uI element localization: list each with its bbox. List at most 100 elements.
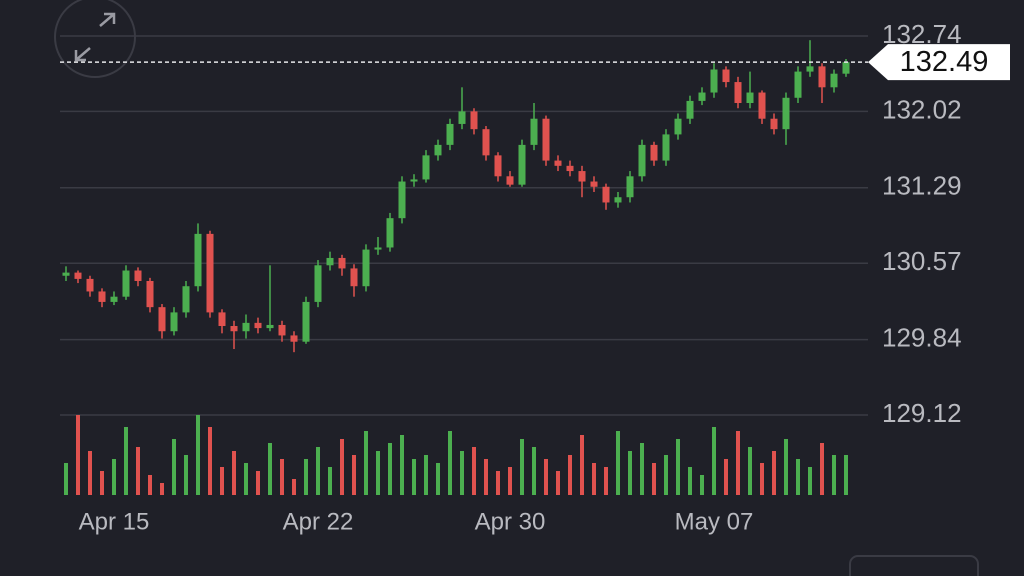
volume-bar — [124, 427, 128, 495]
candle-body — [290, 335, 298, 342]
volume-bar — [700, 475, 704, 495]
volume-bar — [424, 455, 428, 495]
candle-body — [818, 66, 826, 88]
candle-body — [746, 92, 754, 104]
candle-body — [62, 272, 70, 276]
x-tick-label: Apr 30 — [475, 508, 546, 535]
volume-bar — [760, 463, 764, 495]
volume-bar — [556, 471, 560, 495]
volume-bar — [724, 459, 728, 495]
candle-body — [110, 296, 118, 302]
volume-bar — [448, 431, 452, 495]
candle-body — [86, 278, 94, 292]
y-tick-label: 131.29 — [882, 171, 962, 201]
candle-body — [590, 181, 598, 187]
candle-body — [266, 324, 274, 329]
last-price-label: 132.49 — [900, 46, 989, 78]
candle-body — [770, 118, 778, 130]
candle-body — [782, 97, 790, 130]
candle-body — [458, 111, 466, 124]
volume-bar — [532, 447, 536, 495]
candle-body — [698, 92, 706, 101]
volume-bar — [712, 427, 716, 495]
candle-body — [98, 291, 106, 302]
volume-bar — [160, 483, 164, 495]
volume-bar — [172, 439, 176, 495]
volume-bar — [616, 431, 620, 495]
candle-body — [722, 69, 730, 83]
candle-body — [614, 197, 622, 203]
candle-body — [146, 280, 154, 308]
candle-body — [74, 272, 82, 279]
candle-body — [518, 144, 526, 185]
y-tick-label: 129.12 — [882, 398, 962, 428]
volume-bar — [688, 467, 692, 495]
volume-bar — [148, 475, 152, 495]
expand-circle — [54, 0, 136, 78]
volume-bar — [736, 431, 740, 495]
candle-body — [422, 155, 430, 180]
volume-bar — [664, 455, 668, 495]
candle-body — [278, 324, 286, 336]
volume-bar — [808, 467, 812, 495]
candle-body — [170, 312, 178, 332]
candle-body — [674, 118, 682, 135]
volume-bar — [88, 451, 92, 495]
candle-body — [842, 62, 850, 74]
x-tick-label: Apr 22 — [283, 508, 354, 535]
volume-bar — [304, 459, 308, 495]
candle-body — [374, 247, 382, 250]
volume-bar — [640, 443, 644, 495]
candle-body — [662, 134, 670, 161]
volume-bar — [328, 467, 332, 495]
volume-bar — [592, 463, 596, 495]
volume-bar — [412, 459, 416, 495]
candle-body — [710, 69, 718, 93]
candle-body — [134, 270, 142, 281]
candle-body — [626, 176, 634, 198]
volume-bar — [280, 459, 284, 495]
volume-bar — [196, 415, 200, 495]
expand-button[interactable] — [54, 0, 136, 78]
candle-body — [602, 186, 610, 203]
x-tick-label: May 07 — [675, 508, 754, 535]
candle-body — [386, 218, 394, 248]
volume-bar — [340, 439, 344, 495]
volume-bar — [100, 471, 104, 495]
volume-bar — [832, 455, 836, 495]
volume-bar — [544, 459, 548, 495]
volume-bar — [364, 431, 368, 495]
volume-bar — [460, 451, 464, 495]
volume-bar — [64, 463, 68, 495]
candle-body — [158, 307, 166, 332]
volume-bar — [472, 447, 476, 495]
volume-bar — [232, 451, 236, 495]
volume-bar — [208, 427, 212, 495]
last-price-box — [868, 44, 1010, 81]
volume-bar — [256, 471, 260, 495]
candle-body — [194, 233, 202, 287]
y-tick-label: 129.84 — [882, 322, 962, 352]
x-tick-label: Apr 15 — [79, 508, 150, 535]
volume-bar — [604, 467, 608, 495]
candle-body — [794, 71, 802, 98]
volume-bar — [796, 459, 800, 495]
candle-body — [182, 286, 190, 313]
volume-bar — [400, 435, 404, 495]
volume-bar — [292, 479, 296, 495]
volume-bar — [844, 455, 848, 495]
corner-button[interactable] — [849, 555, 979, 576]
candle-body — [230, 326, 238, 332]
candle-body — [446, 123, 454, 145]
candle-body — [806, 66, 814, 72]
candle-body — [218, 312, 226, 327]
candle-body — [314, 265, 322, 302]
volume-bar — [496, 471, 500, 495]
volume-bar — [436, 463, 440, 495]
candle-body — [122, 270, 130, 297]
candle-body — [554, 160, 562, 166]
candle-body — [734, 82, 742, 104]
candle-body — [566, 165, 574, 172]
volume-bar — [352, 455, 356, 495]
